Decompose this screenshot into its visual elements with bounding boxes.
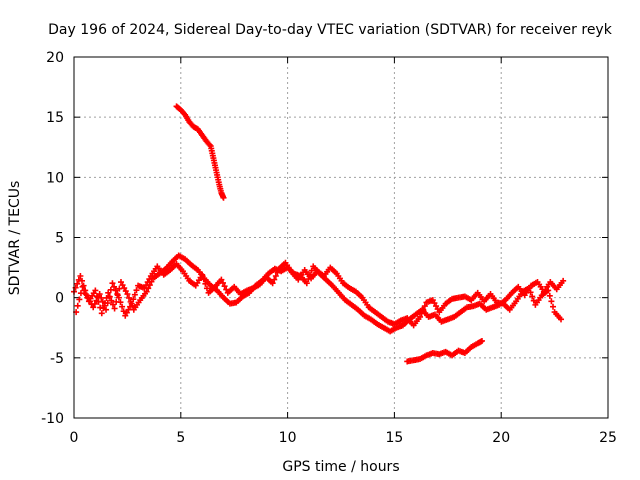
- data-point: [220, 194, 227, 201]
- data-point: [111, 305, 118, 312]
- data-point: [124, 291, 131, 298]
- data-point: [106, 293, 113, 300]
- data-point: [111, 283, 118, 290]
- data-point: [121, 285, 128, 292]
- data-point: [79, 277, 86, 284]
- y-tick-label: -10: [41, 411, 64, 427]
- data-point: [90, 304, 97, 311]
- data-point: [145, 285, 152, 292]
- data-point: [271, 276, 278, 283]
- data-point: [131, 291, 138, 298]
- data-point: [307, 271, 314, 278]
- data-point: [100, 305, 107, 312]
- y-tick-label: 10: [46, 170, 64, 186]
- data-point: [218, 276, 225, 283]
- data-point: [548, 298, 555, 305]
- x-axis-label: GPS time / hours: [282, 459, 399, 475]
- data-point: [221, 283, 228, 290]
- x-tick-label: 25: [599, 430, 617, 446]
- data-point: [417, 313, 424, 320]
- data-point: [75, 276, 82, 283]
- x-tick-label: 10: [279, 430, 297, 446]
- data-point: [122, 288, 129, 295]
- data-point: [98, 310, 105, 317]
- data-point: [77, 290, 84, 297]
- data-point: [143, 288, 150, 295]
- data-point: [433, 303, 440, 310]
- data-point: [101, 300, 108, 307]
- axis-ticks: 0 5 10 15 20 25 -10 -5 0 5 10 15 20: [41, 50, 617, 446]
- data-point: [546, 292, 553, 299]
- data-point: [91, 300, 98, 307]
- data-point: [558, 316, 565, 323]
- y-tick-label: 20: [46, 50, 64, 66]
- data-point: [431, 300, 438, 307]
- grid-lines: [74, 57, 608, 418]
- data-point: [112, 287, 119, 294]
- data-point: [114, 292, 121, 299]
- data-point: [303, 280, 310, 287]
- data-point: [108, 297, 115, 304]
- data-point: [126, 294, 133, 301]
- data-point: [79, 283, 86, 290]
- data-point: [113, 298, 120, 305]
- y-axis-label: SDTVAR / TECUs: [7, 181, 23, 296]
- data-point: [98, 294, 105, 301]
- y-tick-label: -5: [50, 351, 64, 367]
- data-point: [434, 306, 441, 313]
- data-point: [560, 277, 567, 284]
- y-tick-label: 15: [46, 110, 64, 126]
- data-point: [146, 282, 153, 289]
- x-tick-label: 0: [70, 430, 79, 446]
- y-tick-label: 5: [55, 231, 64, 247]
- data-point: [421, 303, 428, 310]
- data-point: [129, 302, 136, 309]
- data-point: [122, 312, 129, 319]
- data-point: [81, 287, 88, 294]
- data-point: [74, 302, 81, 309]
- data-point: [105, 289, 112, 296]
- data-point: [148, 278, 155, 285]
- data-point: [76, 296, 83, 303]
- data-point: [123, 309, 130, 316]
- plot-frame: [73, 56, 609, 419]
- y-tick-label: 0: [55, 291, 64, 307]
- data-point: [272, 273, 279, 280]
- data-point: [203, 285, 210, 292]
- data-point: [429, 297, 436, 304]
- data-point: [109, 301, 116, 308]
- x-tick-label: 15: [385, 430, 403, 446]
- x-tick-label: 20: [492, 430, 510, 446]
- data-point: [109, 280, 116, 287]
- data-point: [119, 303, 126, 310]
- data-point: [133, 287, 140, 294]
- data-points: [71, 103, 567, 365]
- data-point: [92, 287, 99, 294]
- data-point: [478, 337, 485, 344]
- data-point: [117, 279, 124, 286]
- x-tick-label: 5: [176, 430, 185, 446]
- data-point: [219, 279, 226, 286]
- data-point: [82, 291, 89, 298]
- data-point: [120, 308, 127, 315]
- data-point: [127, 298, 134, 305]
- data-point: [84, 294, 91, 301]
- data-point: [77, 273, 84, 280]
- data-point: [269, 280, 276, 287]
- data-point: [549, 303, 556, 310]
- data-point: [74, 280, 81, 287]
- data-point: [119, 282, 126, 289]
- data-point: [93, 293, 100, 300]
- data-point: [95, 298, 102, 305]
- chart-title: Day 196 of 2024, Sidereal Day-to-day VTE…: [48, 22, 613, 38]
- data-point: [305, 276, 312, 283]
- data-point: [529, 293, 536, 300]
- data-point: [103, 294, 110, 301]
- data-point: [125, 306, 132, 313]
